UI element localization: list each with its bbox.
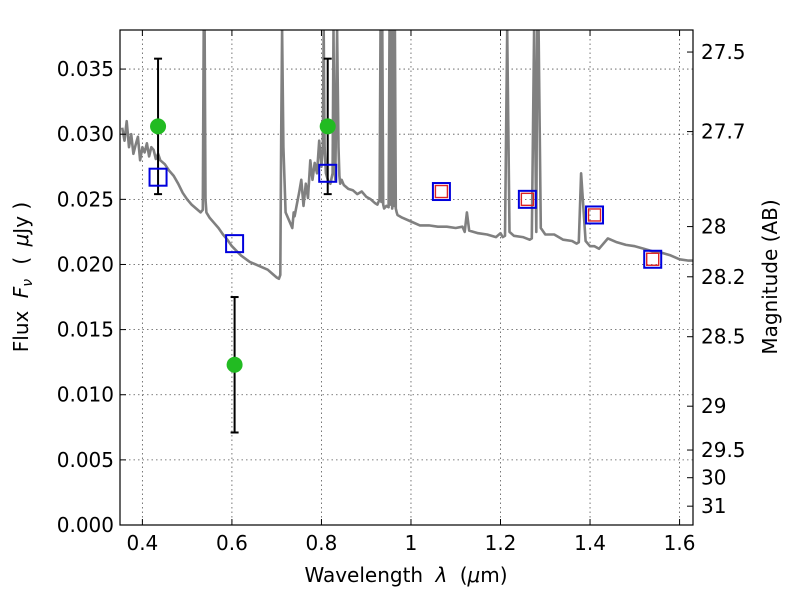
y-tick-label: 0.005 — [57, 448, 114, 472]
model-point — [225, 234, 245, 254]
model-point — [318, 163, 338, 183]
model-point — [585, 205, 605, 225]
y-tick-label: 0.015 — [57, 318, 114, 342]
x-tick-label: 1.6 — [664, 531, 696, 555]
x-tick-label: 0.8 — [306, 531, 338, 555]
x-tick-label: 1 — [405, 531, 418, 555]
ticks: 0.4 0.6 0.8 1 1.2 1.4 1.6 0.000 0.005 0.010 0.015 0… — [57, 30, 746, 555]
y2-tick-label: 30 — [701, 466, 726, 490]
y2-tick-label: 29 — [701, 394, 726, 418]
y-tick-label: 0.010 — [57, 383, 114, 407]
y2-tick-label: 28 — [701, 215, 726, 239]
x-tick-label: 1.4 — [574, 531, 606, 555]
y-tick-label: 0.030 — [57, 122, 114, 146]
x-tick-label: 0.4 — [126, 531, 158, 555]
limit-point — [646, 252, 660, 266]
observed-point — [226, 356, 243, 373]
y2-tick-label: 28.2 — [701, 265, 746, 289]
model-point — [148, 167, 168, 187]
spectrum-layer — [120, 30, 693, 281]
y2-tick-label: 27.5 — [701, 40, 746, 64]
y-tick-label: 0.020 — [57, 252, 114, 276]
x-axis-label: Wavelength λ (μm) — [304, 563, 507, 587]
x-tick-label: 1.2 — [485, 531, 517, 555]
observed-point — [319, 118, 336, 135]
markers-layer — [148, 57, 663, 434]
spectrum-line — [120, 30, 693, 281]
y-tick-label: 0.000 — [57, 513, 114, 537]
limit-point — [520, 192, 535, 207]
y2-tick-label: 27.7 — [701, 120, 746, 144]
y2-axis-label: Magnitude (AB) — [758, 199, 782, 354]
plot-frame — [119, 29, 694, 526]
y-tick-label: 0.035 — [57, 57, 114, 81]
x-tick-label: 0.6 — [216, 531, 248, 555]
y-axis-label: Flux Fν ( μJy ) — [9, 202, 37, 352]
y2-tick-label: 29.5 — [701, 438, 746, 462]
model-point — [517, 189, 537, 209]
limit-point — [434, 184, 449, 199]
y2-tick-label: 31 — [701, 494, 726, 518]
model-point — [643, 249, 663, 269]
y-tick-label: 0.025 — [57, 187, 114, 211]
y2-tick-label: 28.5 — [701, 325, 746, 349]
limit-point — [587, 208, 602, 222]
model-point — [431, 182, 451, 202]
observed-point — [150, 118, 167, 135]
